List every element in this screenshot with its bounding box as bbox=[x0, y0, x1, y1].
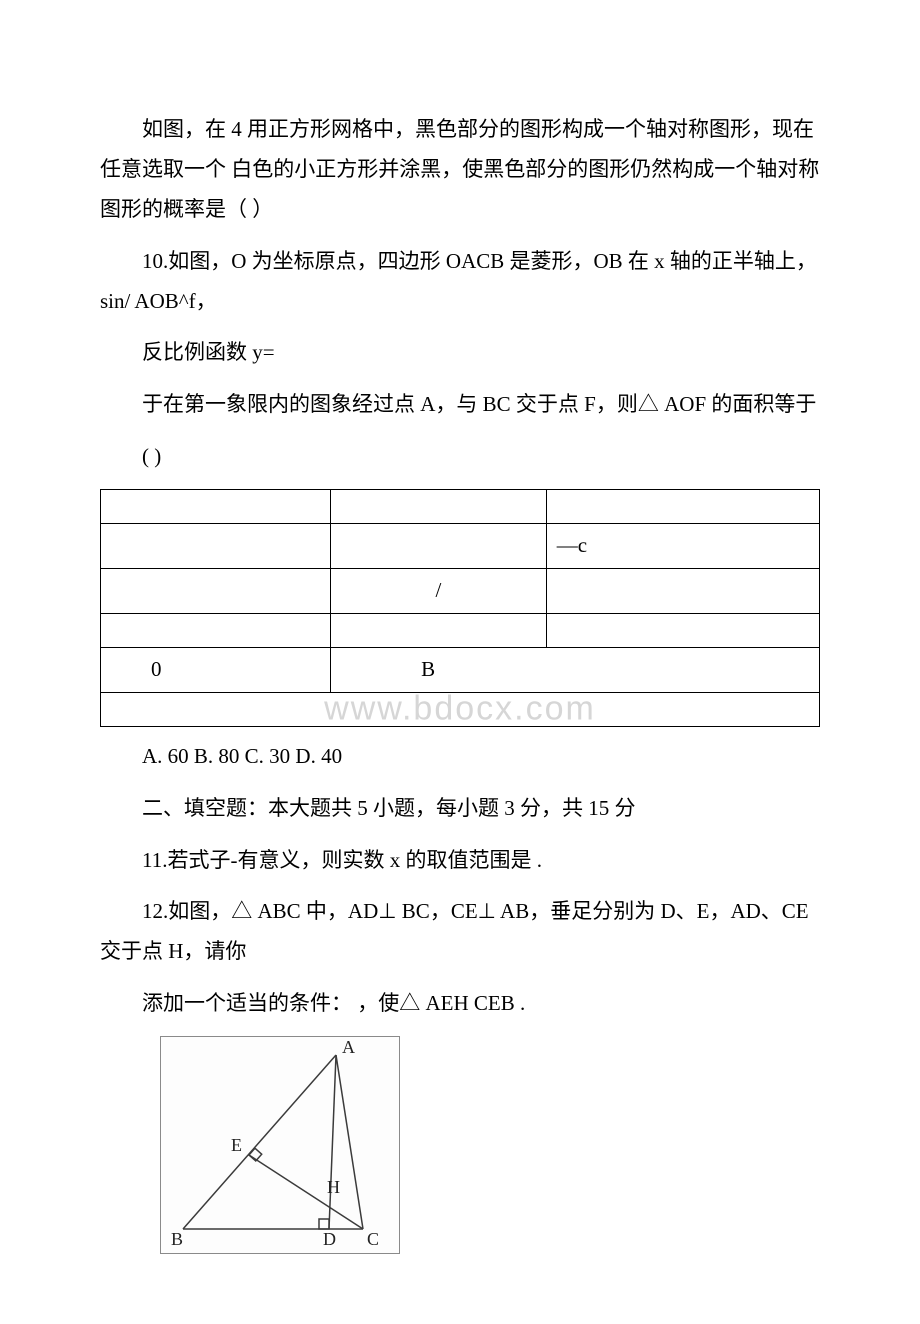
table-row bbox=[101, 490, 820, 524]
paragraph-q12-line2: 添加一个适当的条件： ，使△ AEH CEB . bbox=[100, 984, 820, 1024]
table-cell: / bbox=[331, 569, 547, 614]
table-cell bbox=[546, 569, 819, 614]
table-cell-watermark: www.bdocx.com bbox=[101, 692, 820, 726]
table-cell: B bbox=[331, 647, 820, 692]
paragraph-q10-line3: 于在第一象限内的图象经过点 A，与 BC 交于点 F，则△ AOF 的面积等于 bbox=[100, 385, 820, 425]
section-2-heading: 二、填空题：本大题共 5 小题，每小题 3 分，共 15 分 bbox=[100, 789, 820, 829]
svg-text:A: A bbox=[342, 1037, 355, 1057]
triangle-svg: A B C D E H bbox=[161, 1037, 401, 1255]
table-row bbox=[101, 613, 820, 647]
table-cell: 0 bbox=[101, 647, 331, 692]
table-cell bbox=[546, 490, 819, 524]
table-row: 0 B bbox=[101, 647, 820, 692]
table-cell bbox=[546, 613, 819, 647]
paragraph-q10-line2: 反比例函数 y= bbox=[100, 333, 820, 373]
table-cell bbox=[101, 613, 331, 647]
paragraph-q10-paren: ( ) bbox=[100, 437, 820, 477]
svg-text:C: C bbox=[367, 1229, 379, 1249]
svg-text:D: D bbox=[323, 1229, 336, 1249]
svg-text:H: H bbox=[327, 1177, 340, 1197]
svg-text:E: E bbox=[231, 1135, 242, 1155]
paragraph-q10-options: A. 60 B. 80 C. 30 D. 40 bbox=[100, 737, 820, 777]
table-row: / bbox=[101, 569, 820, 614]
paragraph-q12-line1: 12.如图，△ ABC 中，AD⊥ BC，CE⊥ AB，垂足分别为 D、E，AD… bbox=[100, 892, 820, 972]
svg-text:B: B bbox=[171, 1229, 183, 1249]
table-cell bbox=[331, 524, 547, 569]
table-row: —c bbox=[101, 524, 820, 569]
table-row-watermark: www.bdocx.com bbox=[101, 692, 820, 726]
paragraph-q9: 如图，在 4 用正方形网格中，黑色部分的图形构成一个轴对称图形，现在任意选取一个… bbox=[100, 110, 820, 230]
coordinate-table: —c / 0 B www.bdocx.com bbox=[100, 489, 820, 727]
table-cell bbox=[101, 524, 331, 569]
table-cell bbox=[101, 490, 331, 524]
triangle-figure: A B C D E H bbox=[160, 1036, 400, 1254]
table-cell: —c bbox=[546, 524, 819, 569]
table-cell bbox=[331, 490, 547, 524]
paragraph-q10-line1: 10.如图，O 为坐标原点，四边形 OACB 是菱形，OB 在 x 轴的正半轴上… bbox=[100, 242, 820, 322]
table-cell bbox=[101, 569, 331, 614]
table-cell bbox=[331, 613, 547, 647]
paragraph-q11: 11.若式子-有意义，则实数 x 的取值范围是 . bbox=[100, 841, 820, 881]
